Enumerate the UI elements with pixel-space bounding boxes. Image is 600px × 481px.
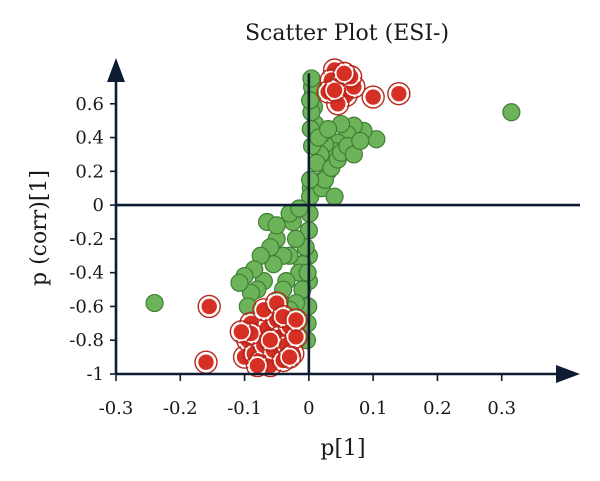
x-tick-label: 0.3 (487, 398, 516, 419)
x-tick-label: 0.2 (423, 398, 452, 419)
y-tick-label: 0 (93, 195, 104, 216)
red-point (248, 356, 267, 375)
red-point (232, 322, 251, 342)
axis-ticks: -0.3 -0.2 -0.1 0 0.1 0.2 0.3 -1 -0.8 -0.6 -0.4 -0.2… (69, 94, 516, 419)
red-point-ring (229, 320, 254, 344)
x-tick-label: 0 (303, 398, 314, 419)
red-point-ring (277, 345, 302, 369)
chart-title: Scatter Plot (ESI-) (245, 21, 449, 46)
y-tick-label: -1 (86, 364, 104, 385)
red-point (389, 84, 409, 103)
red-point-ring (284, 308, 308, 332)
red-point-ring (387, 81, 411, 106)
red-point-ring (258, 328, 282, 352)
green-point (286, 229, 306, 248)
green-point (325, 187, 344, 206)
green-point (502, 103, 521, 122)
red-point (260, 330, 280, 350)
green-point (351, 131, 370, 151)
red-point (325, 80, 344, 100)
y-tick-label: 0.2 (75, 161, 104, 182)
green-point (145, 293, 164, 313)
x-tick-label: -0.1 (227, 398, 262, 419)
x-axis-label: p[1] (320, 436, 365, 461)
red-point (363, 87, 383, 107)
x-tick-label: -0.3 (99, 398, 134, 419)
red-point (199, 297, 219, 316)
y-tick-label: -0.6 (69, 296, 104, 317)
x-tick-label: -0.2 (163, 398, 198, 419)
green-point (230, 273, 249, 292)
green-point (319, 120, 338, 139)
green-point (267, 216, 286, 235)
data-points (145, 58, 521, 378)
y-tick-label: -0.8 (69, 330, 104, 351)
red-point (280, 347, 299, 367)
y-tick-label: 0.4 (75, 128, 104, 149)
red-point (334, 64, 354, 83)
y-axis-label: p (corr)[1] (27, 170, 52, 286)
y-axis-arrow-icon (107, 58, 125, 82)
y-tick-label: 0.6 (75, 94, 104, 115)
green-point (290, 199, 309, 218)
red-point-ring (197, 294, 221, 319)
y-tick-label: -0.4 (69, 263, 104, 284)
red-point (196, 352, 216, 372)
red-point-ring (361, 85, 385, 109)
red-point-ring (245, 353, 270, 378)
x-axis-arrow-icon (556, 365, 580, 383)
red-point (286, 310, 306, 330)
y-tick-label: -0.2 (69, 229, 104, 250)
green-point (302, 69, 321, 88)
red-point-ring (332, 61, 356, 86)
x-tick-label: 0.1 (359, 398, 388, 419)
